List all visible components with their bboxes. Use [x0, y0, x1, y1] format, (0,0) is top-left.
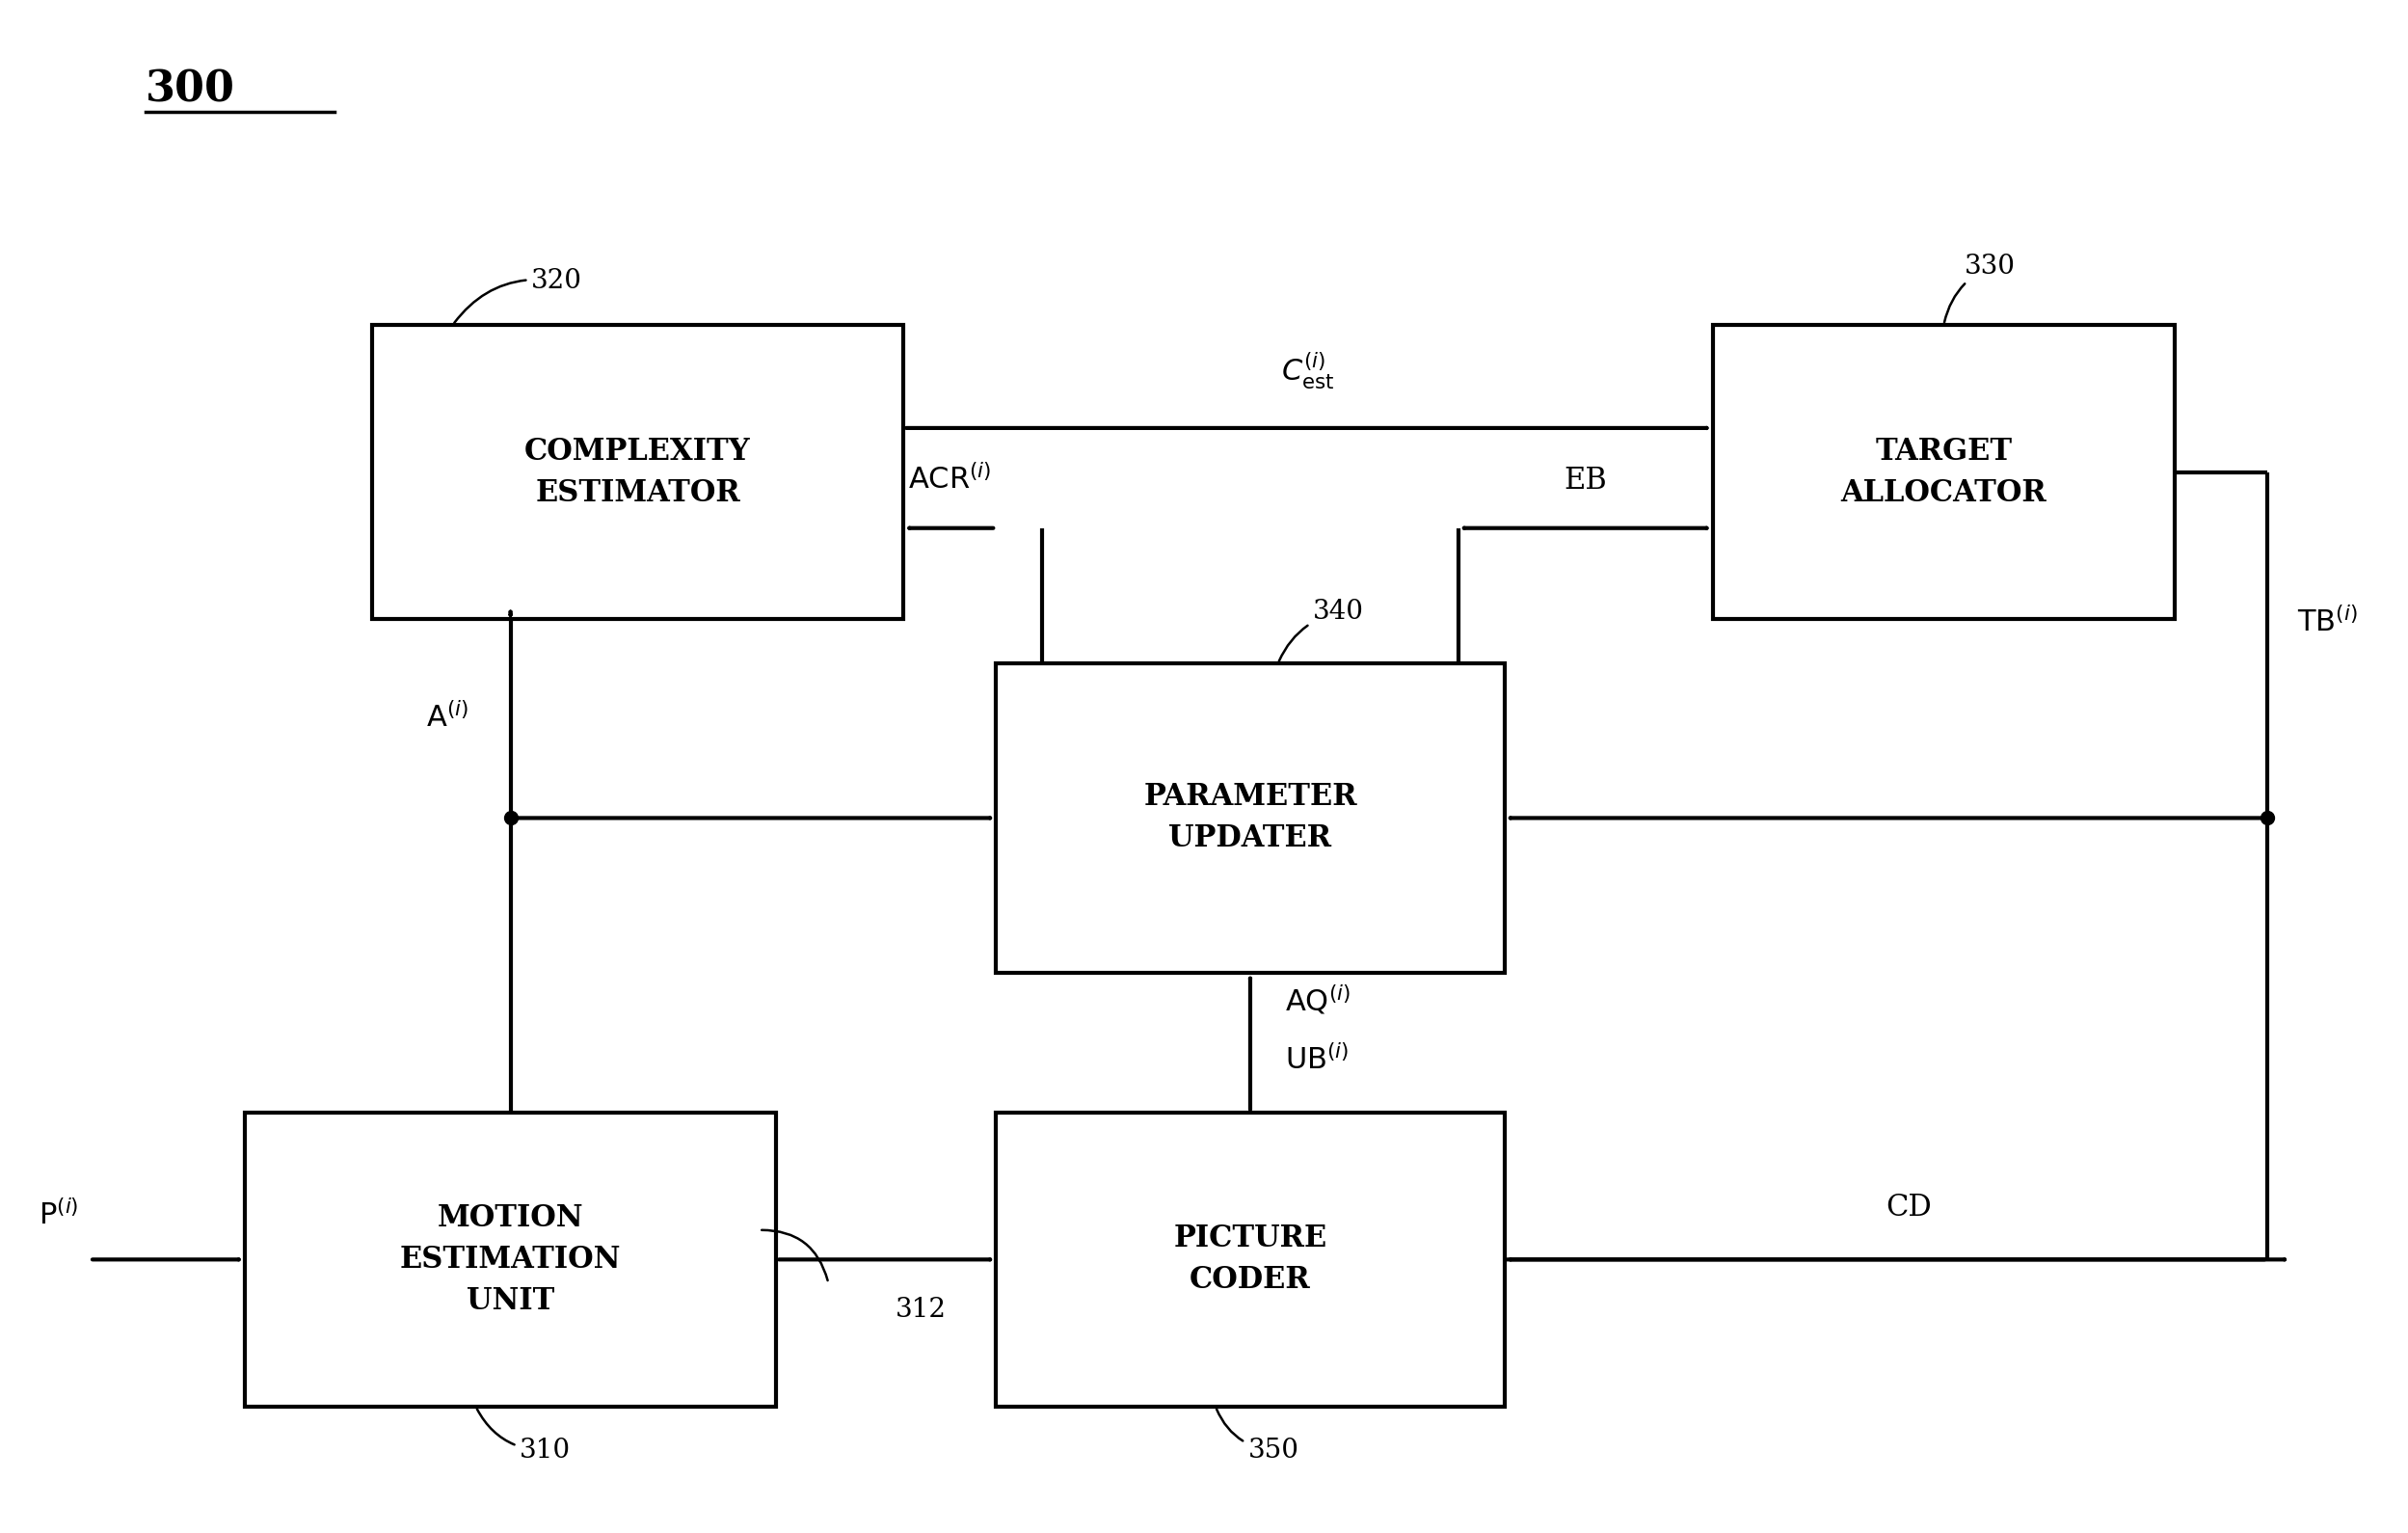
- Text: $C_{\mathrm{est}}^{(i)}$: $C_{\mathrm{est}}^{(i)}$: [1281, 351, 1334, 391]
- Text: CD: CD: [1885, 1193, 1931, 1223]
- Text: 312: 312: [896, 1297, 946, 1323]
- Text: $\mathrm{AQ}^{(i)}$: $\mathrm{AQ}^{(i)}$: [1286, 984, 1351, 1018]
- Text: 350: 350: [1216, 1409, 1298, 1464]
- Text: PARAMETER
UPDATER: PARAMETER UPDATER: [1144, 782, 1358, 854]
- Bar: [1712, 325, 2174, 619]
- Text: 330: 330: [1943, 253, 2015, 322]
- Bar: [246, 1113, 775, 1407]
- Text: PICTURE
CODER: PICTURE CODER: [1173, 1223, 1327, 1295]
- Bar: [997, 1113, 1505, 1407]
- Text: 340: 340: [1279, 599, 1363, 661]
- Text: $\mathrm{ACR}^{(i)}$: $\mathrm{ACR}^{(i)}$: [908, 464, 992, 495]
- Bar: [997, 664, 1505, 972]
- Text: COMPLEXITY
ESTIMATOR: COMPLEXITY ESTIMATOR: [525, 437, 751, 507]
- Bar: [371, 325, 903, 619]
- Text: 300: 300: [144, 69, 236, 110]
- Text: $\mathrm{P}^{(i)}$: $\mathrm{P}^{(i)}$: [39, 1200, 77, 1231]
- Text: 310: 310: [477, 1409, 571, 1464]
- Text: 320: 320: [455, 268, 583, 323]
- Text: TARGET
ALLOCATOR: TARGET ALLOCATOR: [1840, 437, 2047, 507]
- Text: $\mathrm{TB}^{(i)}$: $\mathrm{TB}^{(i)}$: [2297, 607, 2357, 638]
- Text: EB: EB: [1563, 466, 1606, 495]
- Text: $\mathrm{UB}^{(i)}$: $\mathrm{UB}^{(i)}$: [1286, 1044, 1348, 1076]
- Text: MOTION
ESTIMATION
UNIT: MOTION ESTIMATION UNIT: [400, 1203, 621, 1315]
- Text: $\mathrm{A}^{(i)}$: $\mathrm{A}^{(i)}$: [426, 704, 470, 734]
